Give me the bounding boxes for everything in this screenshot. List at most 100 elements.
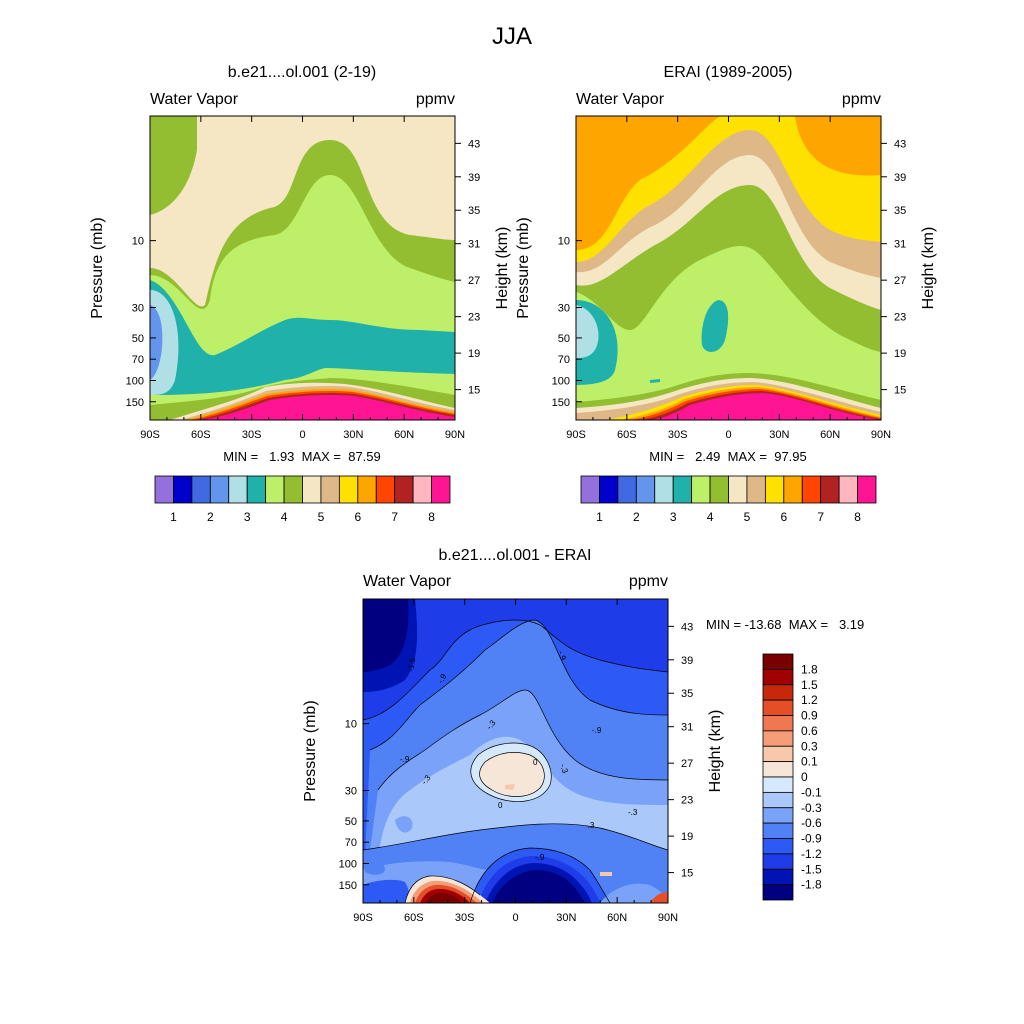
- y-right-tick-label: 43: [468, 138, 480, 150]
- colorbar-box: [762, 776, 794, 793]
- x-tick-label: 60N: [394, 429, 414, 441]
- y-right-tick-label: 43: [894, 138, 906, 150]
- colorbar-box: [762, 791, 794, 809]
- y-tick-label: 70: [132, 354, 144, 366]
- colorbar-label: 1: [170, 510, 177, 524]
- field-band: [600, 872, 612, 876]
- y-tick-label: 70: [558, 354, 570, 366]
- panel-obs-units: ppmv: [842, 91, 881, 108]
- colorbar-box: [857, 475, 877, 504]
- colorbar-label: 1.8: [801, 662, 818, 676]
- x-tick-label: 30S: [242, 429, 262, 441]
- x-tick-label: 60N: [607, 912, 627, 924]
- colorbar-box: [654, 475, 674, 504]
- colorbar-label: 1.5: [801, 678, 818, 692]
- y-tick-label: 100: [339, 858, 357, 870]
- colorbar-label: -1.8: [801, 878, 822, 892]
- colorbar-box: [209, 475, 230, 504]
- x-tick-label: 0: [512, 912, 518, 924]
- colorbar-box: [762, 807, 794, 824]
- panel-diff-stats: MIN = -13.68 MAX = 3.19: [706, 617, 864, 632]
- colorbar-box: [246, 475, 267, 504]
- y-right-tick-label: 35: [894, 205, 906, 217]
- colorbar-box: [154, 475, 174, 504]
- colorbar-box: [762, 853, 794, 870]
- field-band: [363, 879, 410, 903]
- colorbar-box: [375, 475, 396, 504]
- x-tick-label: 30S: [455, 912, 475, 924]
- colorbar-box: [801, 475, 822, 504]
- colorbar-label: 0.6: [801, 724, 818, 738]
- colorbar-box: [265, 475, 285, 504]
- x-tick-label: 0: [299, 429, 305, 441]
- panel-diff-field: [363, 599, 668, 903]
- x-tick-label: 90N: [658, 912, 678, 924]
- field-band: [150, 305, 163, 380]
- colorbar-label: 6: [780, 510, 787, 524]
- field-band: [650, 379, 660, 383]
- panel-model: b.e21....ol.001 (2-19) Water Vapor ppmv …: [89, 64, 511, 524]
- y-tick-label: 30: [558, 303, 570, 315]
- colorbar-box: [709, 475, 729, 504]
- colorbar-label: -0.1: [801, 785, 822, 799]
- field-band: [650, 892, 668, 903]
- colorbar-label: 3: [244, 510, 251, 524]
- contour-line: [404, 875, 481, 904]
- y-right-tick-label: 39: [468, 172, 480, 184]
- panel-model-stats: MIN = 1.93 MAX = 87.59: [223, 449, 381, 464]
- panel-obs-variable: Water Vapor: [576, 91, 665, 108]
- field-band: [479, 752, 545, 797]
- colorbar-label: 8: [854, 510, 861, 524]
- y-right-tick-label: 19: [468, 348, 480, 360]
- colorbar-box: [580, 475, 600, 504]
- colorbar-label: 1: [596, 510, 603, 524]
- x-tick-label: 30N: [343, 429, 363, 441]
- colorbar-label: 8: [428, 510, 435, 524]
- x-tick-label: 60S: [617, 429, 637, 441]
- y-tick-label: 30: [345, 786, 357, 798]
- contour-label: 0: [533, 758, 538, 767]
- y-right-tick-label: 23: [681, 795, 693, 807]
- x-tick-label: 90S: [566, 429, 586, 441]
- colorbar-box: [283, 475, 303, 504]
- colorbar-box: [191, 475, 211, 504]
- colorbar-box: [635, 475, 656, 504]
- y-right-tick-label: 31: [681, 722, 693, 734]
- panel-model-colorbar: 1 2 3 4 5 6 7 8: [154, 475, 451, 524]
- x-tick-label: 30N: [769, 429, 789, 441]
- colorbar-box: [412, 475, 432, 504]
- colorbar-box: [820, 475, 840, 504]
- colorbar-box: [617, 475, 637, 504]
- y-axis-label-right: Height (km): [707, 710, 724, 793]
- colorbar-box: [338, 475, 359, 504]
- y-tick-label: 150: [552, 397, 570, 409]
- panel-diff-axes: 90S 60S 30S 0 30N 60N 90N103050701001504339353…: [302, 599, 724, 924]
- colorbar-box: [728, 475, 748, 504]
- y-right-tick-label: 39: [681, 655, 693, 667]
- field-band: [150, 116, 197, 215]
- colorbar-box: [762, 699, 794, 716]
- panel-obs-axes: 90S 60S 30S 0 30N 60N 90N 10 30 50 70 100 150 43 39 35 3…: [515, 116, 937, 441]
- panel-model-title: b.e21....ol.001 (2-19): [228, 64, 377, 81]
- colorbar-box: [431, 475, 451, 504]
- colorbar-label: 4: [707, 510, 714, 524]
- colorbar-label: -0.3: [801, 801, 822, 815]
- colorbar-box: [762, 668, 794, 686]
- colorbar-label: -1.2: [801, 847, 822, 861]
- colorbar-label: 3: [670, 510, 677, 524]
- colorbar-label: -0.9: [801, 832, 822, 846]
- y-tick-label: 10: [132, 236, 144, 248]
- colorbar-box: [228, 475, 248, 504]
- x-tick-label: 30S: [668, 429, 688, 441]
- colorbar-label: 4: [281, 510, 288, 524]
- x-tick-label: 60S: [404, 912, 424, 924]
- colorbar-label: 0.1: [801, 755, 818, 769]
- y-right-tick-label: 43: [681, 621, 693, 633]
- y-tick-label: 10: [345, 719, 357, 731]
- y-tick-label: 50: [132, 333, 144, 345]
- colorbar-box: [762, 868, 794, 886]
- field-band: [492, 870, 585, 903]
- x-tick-label: 90N: [445, 429, 465, 441]
- y-right-tick-label: 19: [681, 831, 693, 843]
